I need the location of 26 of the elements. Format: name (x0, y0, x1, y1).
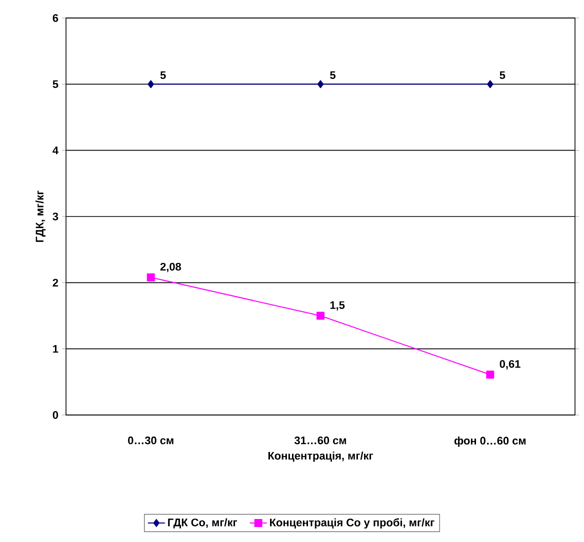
point (146, 273, 155, 282)
point (317, 80, 324, 88)
data-label: 0,61 (500, 360, 520, 370)
point (148, 80, 154, 88)
x-tick-label: 31…60 см (294, 436, 346, 444)
data-label: 5 (500, 71, 506, 79)
y-tick-label: 2 (52, 278, 58, 286)
point (486, 370, 494, 379)
x-tick-label: фон 0…60 см (454, 436, 526, 447)
point (487, 80, 494, 88)
legend-label: Концентрація Co у пробі, мг/кг (270, 518, 434, 529)
data-label: 2,08 (160, 262, 182, 272)
y-tick-label: 1 (53, 345, 58, 353)
data-label: 1,5 (330, 301, 345, 311)
y-tick-label: 6 (52, 14, 58, 22)
y-tick-label: 0 (52, 411, 58, 419)
x-axis-title: Концентрація, мг/кг (268, 452, 374, 462)
x-tick-label: 0…30 см (128, 436, 174, 444)
point (316, 312, 324, 320)
y-tick-label: 4 (52, 146, 58, 154)
legend-label: ГДК Co, мг/кг (168, 518, 238, 528)
y-tick-label: 5 (52, 80, 58, 88)
data-label: 5 (160, 71, 166, 79)
y-axis-title: ГДК, мг/кг (35, 190, 46, 242)
y-tick-label: 3 (52, 212, 58, 220)
data-label: 5 (330, 71, 336, 79)
